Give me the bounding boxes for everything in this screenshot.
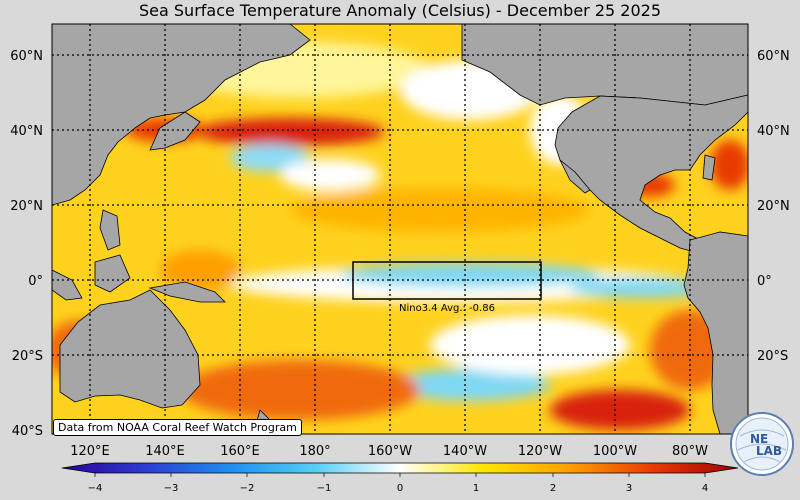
axis-label: 160°W [368,444,412,459]
axis-label: −2 [240,483,255,494]
source-label: Data from NOAA Coral Reef Watch Program [53,419,302,436]
axis-label: 160°E [220,444,260,459]
lat-labels-right: 60°N 40°N 20°N 0° 20°S [757,49,790,364]
nino34-label: Nino3.4 Avg.: -0.86 [399,303,495,314]
axis-label: 20°S [757,349,788,364]
axis-label: 140°W [443,444,487,459]
axis-label: 1 [473,483,479,494]
axis-label: 40°S [12,424,43,439]
axis-label: 100°W [593,444,637,459]
axis-label: 4 [702,483,708,494]
map-border [51,23,749,435]
alaska-landmass [461,24,748,106]
new-guinea [148,281,226,303]
sumatra [52,269,83,301]
map-panel: Nino3.4 Avg.: -0.86 [52,24,748,434]
baja-peninsula [559,159,591,194]
japan-islands [149,111,201,151]
philippines [99,209,121,251]
axis-label: 20°N [757,199,790,214]
axis-label: −4 [88,483,103,494]
axis-label: 180° [299,444,330,459]
graticule [52,24,748,434]
nino34-box [352,261,542,300]
axis-label: −1 [317,483,332,494]
south-america-landmass [683,231,748,434]
axis-label: 140°E [145,444,185,459]
axis-label: 120°W [518,444,562,459]
lon-labels: 120°E 140°E 160°E 180° 160°W 140°W 120°W… [70,444,708,459]
axis-label: 40°N [757,124,790,139]
axis-label: 0 [397,483,403,494]
colorbar-tick-labels: −4 −3 −2 −1 0 1 2 3 4 [88,483,709,494]
borneo [94,254,131,293]
axis-label: 120°E [70,444,110,459]
axis-label: −3 [164,483,179,494]
axis-label: 40°N [10,124,43,139]
axis-label: 20°N [10,199,43,214]
logo-text-ne: NE [750,432,768,446]
nevlab-logo: NE LAB [730,412,794,476]
axis-label: 80°W [672,444,708,459]
logo-text-lab: LAB [756,444,782,458]
axis-label: 20°S [12,349,43,364]
map-title: Sea Surface Temperature Anomaly (Celsius… [139,1,661,20]
axis-label: 2 [550,483,556,494]
colorbar-bar [61,462,739,474]
asia-landmass [52,24,311,206]
axis-label: 0° [757,274,772,289]
colorbar-ticks [94,473,706,477]
lat-labels-left: 60°N 40°N 20°N 0° 20°S 40°S [10,49,43,439]
axis-label: 60°N [10,49,43,64]
colorbar: −4 −3 −2 −1 0 1 2 3 4 [61,462,739,494]
florida-peninsula [702,154,716,181]
axis-label: 60°N [757,49,790,64]
axis-label: 0° [28,274,43,289]
axis-label: 3 [626,483,632,494]
